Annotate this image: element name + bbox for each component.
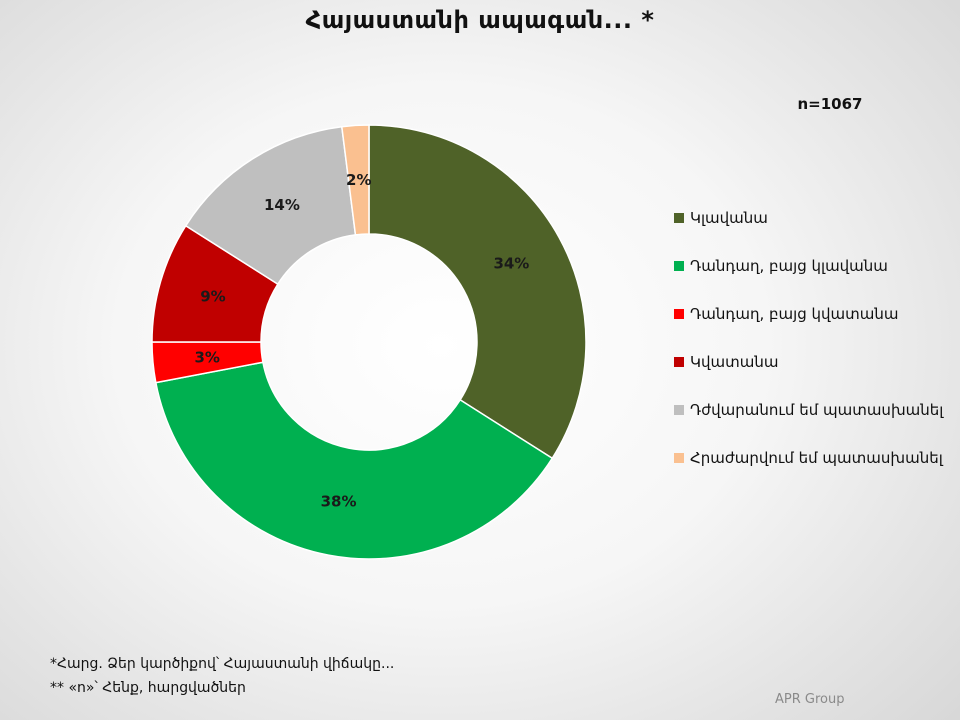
legend-swatch	[674, 357, 684, 367]
legend-item: Կլավանա	[674, 206, 943, 230]
donut-slice	[368, 124, 587, 460]
legend: Կլավանա Դանդաղ, բայց կլավանա Դանդաղ, բայ…	[674, 206, 943, 494]
legend-label: Դժվարանում եմ պատասխանել	[690, 401, 944, 419]
donut-slice	[340, 124, 370, 236]
legend-item: Դանդաղ, բայց կլավանա	[674, 254, 943, 278]
legend-item: Հրաժարվում եմ պատասխանել	[674, 446, 943, 470]
slice-data-label: 9%	[200, 288, 225, 306]
legend-item: Դանդաղ, բայց կվատանա	[674, 302, 943, 326]
slice-data-label: 2%	[346, 171, 371, 189]
legend-label: Դանդաղ, բայց կլավանա	[690, 257, 888, 275]
donut-slice	[154, 361, 554, 560]
legend-swatch	[674, 453, 684, 463]
legend-label: Կվատանա	[690, 353, 779, 371]
sample-size-label: n=1067	[797, 95, 863, 113]
slice-data-label: 14%	[264, 196, 300, 214]
slice-data-label: 3%	[194, 348, 219, 366]
legend-label: Կլավանա	[690, 209, 768, 227]
slice-data-label: 34%	[493, 255, 529, 273]
legend-item: Դժվարանում եմ պատասխանել	[674, 398, 943, 422]
slice-data-label: 38%	[321, 493, 357, 511]
source-label: APR Group	[775, 692, 845, 707]
legend-swatch	[674, 261, 684, 271]
legend-swatch	[674, 213, 684, 223]
legend-swatch	[674, 405, 684, 415]
legend-label: Դանդաղ, բայց կվատանա	[690, 305, 899, 323]
legend-swatch	[674, 309, 684, 319]
chart-title: Հայաստանի ապագան... *	[305, 6, 655, 34]
legend-label: Հրաժարվում եմ պատասխանել	[690, 449, 943, 467]
footnote-sample: ** «n»՝ Հենք, հարցվածներ	[50, 680, 246, 696]
footnote-question: *Հարց. Ձեր կարծիքով՝ Հայաստանի վիճակը...	[50, 656, 395, 672]
legend-item: Կվատանա	[674, 350, 943, 374]
donut-slice	[184, 125, 357, 286]
